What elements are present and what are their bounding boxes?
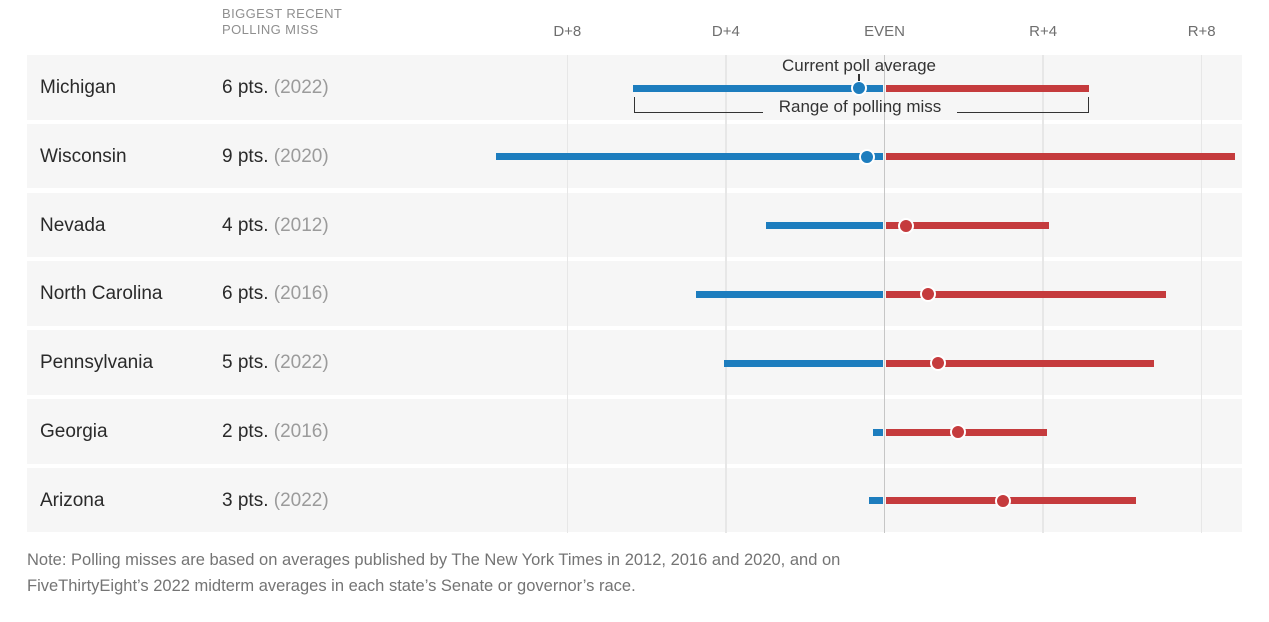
gridline — [1200, 55, 1203, 533]
axis-tick-label: D+4 — [711, 23, 740, 40]
rep-range-bar — [885, 222, 1050, 230]
dem-range-bar — [868, 497, 884, 505]
axis-tick-label: EVEN — [864, 23, 905, 40]
miss-value: 9 pts. — [222, 145, 269, 167]
state-label: Georgia — [40, 421, 108, 442]
miss-year: (2020) — [273, 145, 329, 167]
miss-year: (2016) — [273, 421, 329, 442]
miss-year: (2016) — [273, 283, 329, 305]
miss-label: 6 pts. (2016) — [222, 283, 329, 305]
rep-range-bar — [885, 290, 1166, 298]
state-label: Pennsylvania — [40, 352, 154, 374]
rep-range-bar — [885, 428, 1048, 436]
row-band — [27, 399, 1242, 464]
miss-year: (2022) — [273, 352, 329, 374]
poll-average-dot — [995, 492, 1012, 509]
gridline — [566, 55, 569, 533]
dot-pointer-line — [858, 73, 860, 81]
miss-value: 6 pts. — [222, 77, 269, 98]
dem-range-bar — [765, 222, 884, 230]
dem-range-bar — [495, 153, 884, 161]
miss-year: (2022) — [273, 489, 329, 511]
poll-average-dot — [930, 355, 947, 372]
column-header-line2: POLLING MISS — [222, 22, 319, 37]
column-header-line1: BIGGEST RECENT — [222, 6, 343, 21]
miss-label: 2 pts. (2016) — [222, 421, 329, 443]
poll-average-dot — [920, 286, 937, 303]
miss-value: 6 pts. — [222, 283, 269, 305]
chart-note: Note: Polling misses are based on averag… — [27, 547, 840, 599]
state-label: Arizona — [40, 489, 105, 511]
axis-tick-label: D+8 — [553, 23, 582, 40]
column-header: BIGGEST RECENT POLLING MISS — [222, 6, 342, 38]
poll-average-dot — [858, 148, 875, 165]
state-label: Michigan — [40, 77, 117, 98]
miss-label: 9 pts. (2020) — [222, 146, 329, 168]
miss-label: 3 pts. (2022) — [222, 490, 329, 512]
rep-range-bar — [885, 84, 1089, 92]
rep-range-bar — [885, 153, 1236, 161]
state-label: Wisconsin — [40, 145, 127, 167]
miss-value: 2 pts. — [222, 421, 269, 442]
dem-range-bar — [696, 290, 884, 298]
miss-label: 4 pts. (2012) — [222, 215, 329, 237]
miss-year: (2022) — [273, 77, 329, 98]
axis-tick-label: R+4 — [1029, 23, 1058, 40]
state-label: North Carolina — [40, 283, 163, 305]
miss-label: 5 pts. (2022) — [222, 352, 329, 374]
chart-note-line1: Note: Polling misses are based on averag… — [27, 551, 841, 569]
annotation-range-of-polling-miss: Range of polling miss — [778, 97, 942, 116]
poll-average-dot — [949, 424, 966, 440]
miss-label: 6 pts. (2022) — [222, 77, 329, 99]
state-label: Nevada — [40, 214, 106, 236]
miss-value: 4 pts. — [222, 214, 269, 236]
miss-value: 3 pts. — [222, 489, 269, 511]
row-band — [27, 192, 1242, 258]
dem-range-bar — [872, 428, 884, 436]
dem-range-bar — [632, 84, 884, 92]
miss-year: (2012) — [273, 214, 329, 236]
range-bracket-left — [633, 97, 763, 113]
chart-note-line2: FiveThirtyEight’s 2022 midterm averages … — [27, 577, 636, 595]
miss-value: 5 pts. — [222, 352, 269, 374]
range-bracket-right — [957, 97, 1089, 113]
annotation-current-poll-average: Current poll average — [781, 56, 937, 75]
poll-average-dot — [850, 80, 867, 96]
gridline — [883, 55, 886, 533]
dem-range-bar — [723, 359, 884, 367]
rep-range-bar — [885, 359, 1155, 367]
axis-tick-label: R+8 — [1187, 23, 1216, 40]
poll-average-dot — [898, 217, 915, 234]
